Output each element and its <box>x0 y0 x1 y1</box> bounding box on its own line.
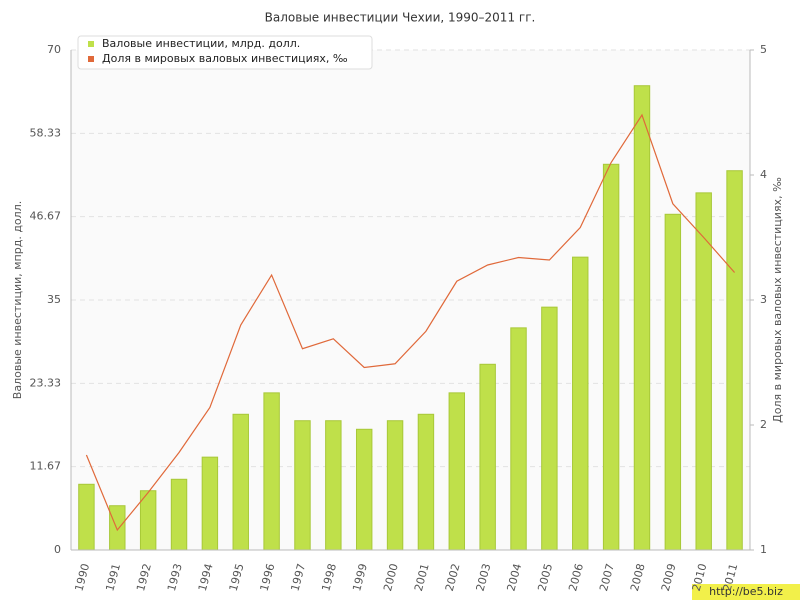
y-tick-label: 46.67 <box>30 210 62 223</box>
x-tick-label: 2003 <box>474 562 494 592</box>
bar <box>541 306 558 551</box>
x-tick-label: 2009 <box>659 562 679 592</box>
bar <box>417 413 435 551</box>
bar <box>664 213 682 551</box>
y-tick-label: 70 <box>47 43 61 56</box>
x-tick-label: 2006 <box>566 562 586 592</box>
x-tick-label: 2005 <box>535 562 555 592</box>
y-tick-label: 11.67 <box>30 460 62 473</box>
y-tick-label: 0 <box>54 543 61 556</box>
y-tick-label: 35 <box>47 293 61 306</box>
y-tick-label: 58.33 <box>30 126 62 139</box>
line <box>85 113 736 532</box>
bar <box>325 420 342 551</box>
x-tick-label: 1994 <box>196 562 216 592</box>
watermark: http://be5.biz <box>709 585 783 598</box>
chart-title: Валовые инвестиции Чехии, 1990–2011 гг. <box>265 11 536 25</box>
x-tick-label: 1998 <box>319 562 339 592</box>
x-tick-label: 2007 <box>597 562 617 592</box>
legend: Валовые инвестиции, млрд. долл. Доля в м… <box>77 35 373 70</box>
bar <box>263 392 280 551</box>
bar <box>232 413 249 551</box>
bar <box>201 456 219 551</box>
y-axis-label: Валовые инвестиции, мпрд. долл. <box>11 201 24 399</box>
y2-axis-label: Доля в мировых валовых инвестициях, ‰ <box>771 177 784 423</box>
legend-box <box>77 35 373 70</box>
bar <box>572 256 589 551</box>
x-tick-label: 2008 <box>628 562 648 592</box>
y2-tick-label: 2 <box>760 418 767 431</box>
x-tick-label: 1993 <box>165 562 185 592</box>
y2-tick-label: 1 <box>760 543 767 556</box>
bar <box>355 428 373 551</box>
bar <box>510 327 527 551</box>
x-tick-label: 1997 <box>288 562 308 592</box>
x-tick-label: 2000 <box>381 562 401 592</box>
x-tick-label: 2002 <box>443 562 463 592</box>
y-tick-label: 23.33 <box>30 376 62 389</box>
legend-label: Доля в мировых валовых инвестициях, ‰ <box>102 52 348 65</box>
legend-label: Валовые инвестиции, млрд. долл. <box>102 37 300 50</box>
legend-swatch <box>88 41 94 47</box>
watermark-bg <box>692 584 800 600</box>
y2-tick-label: 5 <box>760 43 767 56</box>
x-tick-label: 1991 <box>103 562 123 592</box>
bar <box>633 85 651 551</box>
bar <box>294 420 311 551</box>
x-tick-label: 1996 <box>258 562 278 592</box>
bar <box>170 478 188 551</box>
x-tick-label: 2004 <box>505 562 525 592</box>
x-tick-label: 1992 <box>134 562 154 592</box>
bar <box>479 363 496 551</box>
x-tick-label: 1999 <box>350 562 370 592</box>
x-tick-label: 1995 <box>227 562 247 592</box>
x-tick-label: 1990 <box>72 562 92 592</box>
legend-swatch <box>88 56 94 62</box>
bar <box>109 505 126 551</box>
bar <box>602 163 620 551</box>
x-tick-label: 2001 <box>412 562 432 592</box>
y2-tick-label: 3 <box>760 293 767 306</box>
bar <box>695 192 712 551</box>
bar <box>726 170 743 551</box>
y2-tick-label: 4 <box>760 168 767 181</box>
bar <box>386 420 404 551</box>
bar <box>448 392 466 551</box>
bar <box>78 483 95 551</box>
